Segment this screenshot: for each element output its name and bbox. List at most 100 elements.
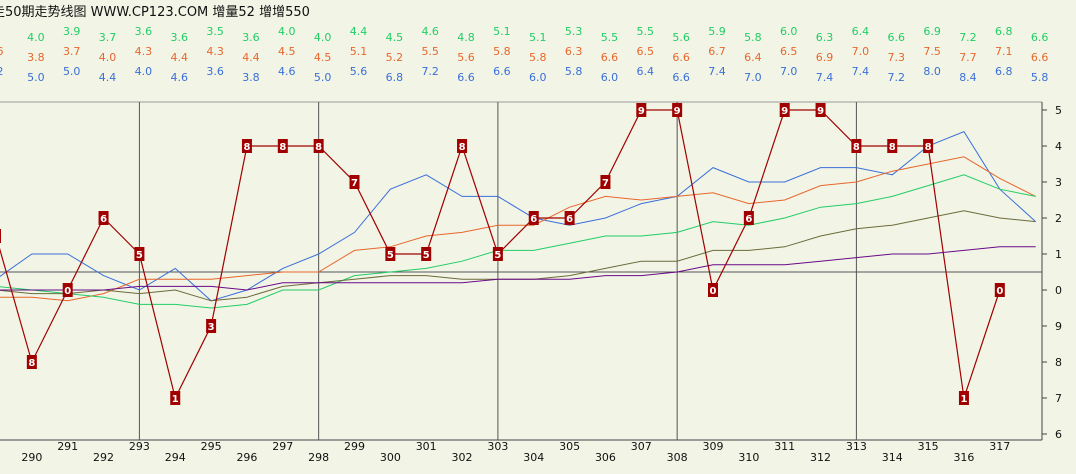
top-row-value: 4.0 xyxy=(27,31,45,44)
top-row-value: 4.5 xyxy=(314,51,332,64)
top-row-value: 5.1 xyxy=(493,25,511,38)
x-tick-label: 317 xyxy=(989,440,1010,453)
series-line-orange xyxy=(0,156,1036,302)
data-point-marker xyxy=(779,103,790,117)
top-row-value: 4.4 xyxy=(171,51,189,64)
top-row-value: 8.4 xyxy=(959,71,977,84)
top-row-value: 5.5 xyxy=(601,31,619,44)
data-point-label: 1 xyxy=(172,394,179,405)
top-row-value: 5.0 xyxy=(314,71,332,84)
top-row-value: 5.8 xyxy=(565,65,583,78)
data-point-marker xyxy=(743,211,754,225)
top-row-value: 5.9 xyxy=(708,25,726,38)
data-point-marker xyxy=(636,103,647,117)
top-row-value: 5.2 xyxy=(386,51,404,64)
data-point-label: 6 xyxy=(530,214,537,225)
chart-title: 走50期走势线图 WWW.CP123.COM 增量52 增增550 xyxy=(0,4,310,20)
data-point-label: 7 xyxy=(602,178,609,189)
top-row-value: 7.2 xyxy=(421,65,439,78)
x-tick-label: 309 xyxy=(703,440,724,453)
data-point-label: 6 xyxy=(745,214,752,225)
series-line-purple xyxy=(0,246,1036,291)
data-point-label: 8 xyxy=(243,142,250,153)
top-row-value: 6.3 xyxy=(565,45,583,58)
data-point-label: 6 xyxy=(100,214,107,225)
data-point-marker xyxy=(62,283,73,297)
top-row-value: 7.7 xyxy=(959,51,977,64)
top-row-value: 4.4 xyxy=(99,71,117,84)
data-point-marker xyxy=(313,139,324,153)
data-point-label: 8 xyxy=(889,142,896,153)
data-point-label: 5 xyxy=(387,250,394,261)
top-row-value: 4.6 xyxy=(278,65,296,78)
data-point-marker xyxy=(0,229,1,243)
x-tick-label: 290 xyxy=(21,451,42,464)
top-row-value: 6.6 xyxy=(672,51,690,64)
series-line-blue xyxy=(0,130,1036,302)
top-row-value: 6.6 xyxy=(672,71,690,84)
x-tick-label: 296 xyxy=(236,451,257,464)
top-row-value: 6 xyxy=(0,45,4,58)
series-line-green xyxy=(0,174,1036,309)
y-tick-label: 9 xyxy=(1055,320,1062,333)
top-row-value: 6.6 xyxy=(888,31,906,44)
top-row-value: 4.3 xyxy=(135,45,153,58)
top-row-value: 7.1 xyxy=(995,45,1013,58)
top-row-value: 5.8 xyxy=(529,51,547,64)
top-row-value: 5.5 xyxy=(421,45,439,58)
data-point-marker xyxy=(134,247,145,261)
data-point-marker xyxy=(457,139,468,153)
data-point-marker xyxy=(98,211,109,225)
top-row-value: 4.3 xyxy=(206,45,224,58)
top-row-value: 7.3 xyxy=(888,51,906,64)
data-point-marker xyxy=(277,139,288,153)
top-row-value: 3.8 xyxy=(27,51,45,64)
data-point-label: 0 xyxy=(996,286,1003,297)
y-tick-label: 1 xyxy=(1055,248,1062,261)
top-row-value: 3.8 xyxy=(242,71,260,84)
data-point-marker xyxy=(923,139,934,153)
top-row-value: 3.5 xyxy=(206,25,224,38)
data-point-label: 0 xyxy=(64,286,71,297)
data-point-marker xyxy=(206,319,217,333)
top-row-value: 6.9 xyxy=(923,25,941,38)
x-tick-label: 294 xyxy=(165,451,186,464)
top-row-value: 3.7 xyxy=(99,31,117,44)
data-point-label: 8 xyxy=(925,142,932,153)
data-point-label: 8 xyxy=(853,142,860,153)
top-row-value: 6.4 xyxy=(637,65,655,78)
x-tick-label: 308 xyxy=(667,451,688,464)
x-tick-label: 312 xyxy=(810,451,831,464)
x-tick-label: 300 xyxy=(380,451,401,464)
top-row-value: 8.0 xyxy=(923,65,941,78)
top-row-value: 5.1 xyxy=(529,31,547,44)
data-point-label: 8 xyxy=(279,142,286,153)
data-point-label: 1 xyxy=(960,394,967,405)
data-point-label: 5 xyxy=(136,250,143,261)
top-row-value: 7.4 xyxy=(816,71,834,84)
x-tick-label: 293 xyxy=(129,440,150,453)
y-tick-label: 0 xyxy=(1055,284,1062,297)
top-row-value: 5.5 xyxy=(637,25,655,38)
data-point-marker xyxy=(672,103,683,117)
top-row-value: 7.2 xyxy=(888,71,906,84)
top-row-value: 6.0 xyxy=(529,71,547,84)
top-row-value: 5.6 xyxy=(672,31,690,44)
data-point-marker xyxy=(887,139,898,153)
top-row-value: 6.8 xyxy=(995,25,1013,38)
y-tick-label: 3 xyxy=(1055,176,1062,189)
top-row-value: 6.4 xyxy=(744,51,762,64)
data-point-marker xyxy=(385,247,396,261)
top-row-value: 4.4 xyxy=(242,51,260,64)
data-point-label: 9 xyxy=(638,106,645,117)
data-point-label: 8 xyxy=(315,142,322,153)
data-point-marker xyxy=(994,283,1005,297)
top-row-value: 5.8 xyxy=(744,31,762,44)
top-row-value: 4.4 xyxy=(350,25,368,38)
top-row-value: 4.5 xyxy=(386,31,404,44)
top-row-value: 4.5 xyxy=(278,45,296,58)
x-tick-label: 301 xyxy=(416,440,437,453)
top-row-value: 4.0 xyxy=(99,51,117,64)
top-row-value: 4.0 xyxy=(278,25,296,38)
top-row-value: 7.2 xyxy=(959,31,977,44)
